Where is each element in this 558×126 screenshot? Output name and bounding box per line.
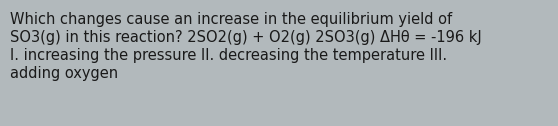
- Text: SO3(g) in this reaction? 2SO2(g) + O2(g) 2SO3(g) ΔHθ = -196 kJ: SO3(g) in this reaction? 2SO2(g) + O2(g)…: [10, 30, 482, 45]
- Text: I. increasing the pressure II. decreasing the temperature III.: I. increasing the pressure II. decreasin…: [10, 48, 447, 63]
- Text: Which changes cause an increase in the equilibrium yield of: Which changes cause an increase in the e…: [10, 12, 452, 27]
- Text: adding oxygen: adding oxygen: [10, 66, 118, 81]
